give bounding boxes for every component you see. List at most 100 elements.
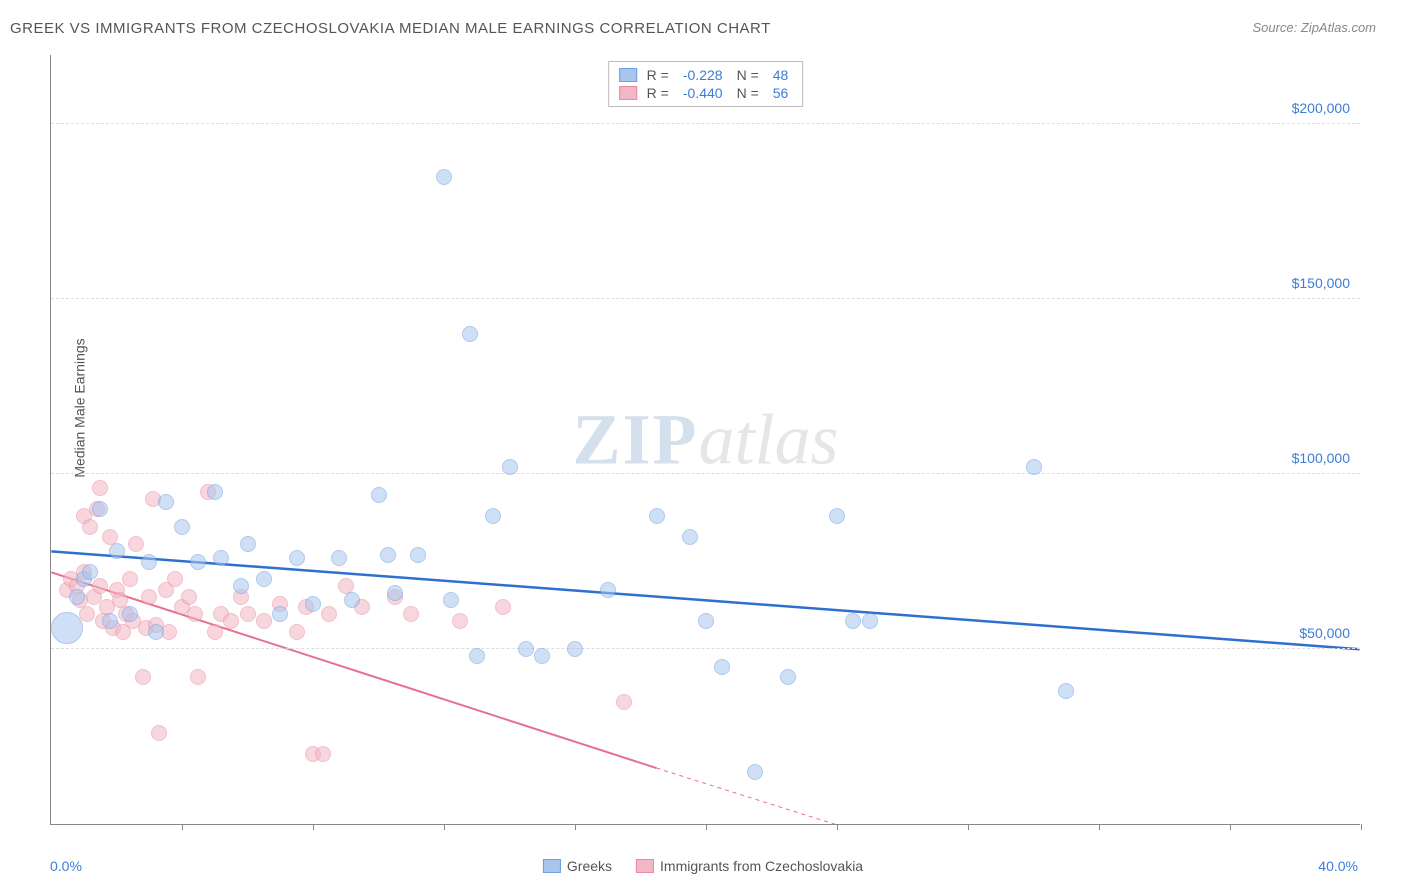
legend-label-greeks: Greeks — [567, 858, 612, 874]
data-point-greeks — [534, 648, 550, 664]
data-point-czech — [187, 606, 203, 622]
plot-area: ZIPatlas R = -0.228 N = 48 R = -0.440 N … — [50, 55, 1360, 825]
x-tick — [444, 824, 445, 830]
gridline — [51, 648, 1360, 649]
watermark-zip: ZIP — [572, 399, 698, 479]
data-point-greeks — [331, 550, 347, 566]
legend-r-label: R = — [647, 67, 669, 83]
x-axis-min-label: 0.0% — [50, 858, 82, 874]
data-point-greeks — [747, 764, 763, 780]
legend-n-value-czech: 56 — [773, 85, 789, 101]
data-point-greeks — [272, 606, 288, 622]
data-point-czech — [240, 606, 256, 622]
data-point-greeks — [174, 519, 190, 535]
data-point-greeks — [502, 459, 518, 475]
swatch-czech-icon — [619, 86, 637, 100]
data-point-czech — [315, 746, 331, 762]
data-point-greeks — [1058, 683, 1074, 699]
data-point-greeks — [714, 659, 730, 675]
watermark: ZIPatlas — [572, 398, 838, 481]
data-point-greeks — [443, 592, 459, 608]
data-point-czech — [256, 613, 272, 629]
data-point-greeks — [213, 550, 229, 566]
data-point-czech — [207, 624, 223, 640]
data-point-czech — [82, 519, 98, 535]
data-point-czech — [181, 589, 197, 605]
legend-item-czech: Immigrants from Czechoslovakia — [636, 858, 863, 874]
gridline — [51, 123, 1360, 124]
data-point-czech — [141, 589, 157, 605]
data-point-czech — [190, 669, 206, 685]
data-point-czech — [452, 613, 468, 629]
data-point-greeks — [371, 487, 387, 503]
data-point-greeks — [845, 613, 861, 629]
data-point-greeks — [190, 554, 206, 570]
legend-n-label: N = — [737, 85, 759, 101]
data-point-greeks — [829, 508, 845, 524]
chart-title: GREEK VS IMMIGRANTS FROM CZECHOSLOVAKIA … — [10, 20, 771, 37]
data-point-greeks — [233, 578, 249, 594]
data-point-czech — [403, 606, 419, 622]
data-point-greeks — [82, 564, 98, 580]
data-point-greeks — [462, 326, 478, 342]
data-point-greeks — [567, 641, 583, 657]
legend-label-czech: Immigrants from Czechoslovakia — [660, 858, 863, 874]
data-point-greeks — [109, 543, 125, 559]
data-point-greeks — [51, 612, 83, 644]
legend-r-label: R = — [647, 85, 669, 101]
data-point-greeks — [410, 547, 426, 563]
data-point-greeks — [148, 624, 164, 640]
legend-stats-row-czech: R = -0.440 N = 56 — [619, 84, 793, 102]
swatch-greeks-icon — [619, 68, 637, 82]
data-point-greeks — [649, 508, 665, 524]
data-point-greeks — [240, 536, 256, 552]
data-point-czech — [92, 480, 108, 496]
x-axis-max-label: 40.0% — [1318, 858, 1358, 874]
legend-stats-row-greeks: R = -0.228 N = 48 — [619, 66, 793, 84]
data-point-greeks — [92, 501, 108, 517]
data-point-greeks — [862, 613, 878, 629]
x-tick — [575, 824, 576, 830]
data-point-greeks — [69, 589, 85, 605]
x-tick — [968, 824, 969, 830]
legend-item-greeks: Greeks — [543, 858, 612, 874]
data-point-greeks — [600, 582, 616, 598]
watermark-atlas: atlas — [699, 399, 839, 479]
legend-r-value-greeks: -0.228 — [683, 67, 723, 83]
gridline — [51, 473, 1360, 474]
swatch-czech-icon — [636, 859, 654, 873]
data-point-czech — [128, 536, 144, 552]
swatch-greeks-icon — [543, 859, 561, 873]
legend-series: Greeks Immigrants from Czechoslovakia — [543, 858, 863, 874]
y-tick-label: $50,000 — [1299, 625, 1350, 641]
data-point-greeks — [380, 547, 396, 563]
y-tick-label: $200,000 — [1292, 100, 1350, 116]
legend-n-value-greeks: 48 — [773, 67, 789, 83]
data-point-greeks — [780, 669, 796, 685]
data-point-czech — [321, 606, 337, 622]
data-point-greeks — [387, 585, 403, 601]
y-tick-label: $100,000 — [1292, 450, 1350, 466]
data-point-czech — [135, 669, 151, 685]
x-tick — [1361, 824, 1362, 830]
data-point-czech — [495, 599, 511, 615]
gridline — [51, 298, 1360, 299]
y-tick-label: $150,000 — [1292, 275, 1350, 291]
data-point-greeks — [1026, 459, 1042, 475]
x-tick — [706, 824, 707, 830]
data-point-czech — [151, 725, 167, 741]
legend-n-label: N = — [737, 67, 759, 83]
x-tick — [182, 824, 183, 830]
data-point-greeks — [289, 550, 305, 566]
data-point-czech — [289, 624, 305, 640]
data-point-greeks — [682, 529, 698, 545]
legend-r-value-czech: -0.440 — [683, 85, 723, 101]
data-point-czech — [223, 613, 239, 629]
data-point-greeks — [436, 169, 452, 185]
data-point-czech — [122, 571, 138, 587]
data-point-greeks — [698, 613, 714, 629]
data-point-greeks — [305, 596, 321, 612]
data-point-czech — [167, 571, 183, 587]
data-point-greeks — [518, 641, 534, 657]
data-point-greeks — [141, 554, 157, 570]
